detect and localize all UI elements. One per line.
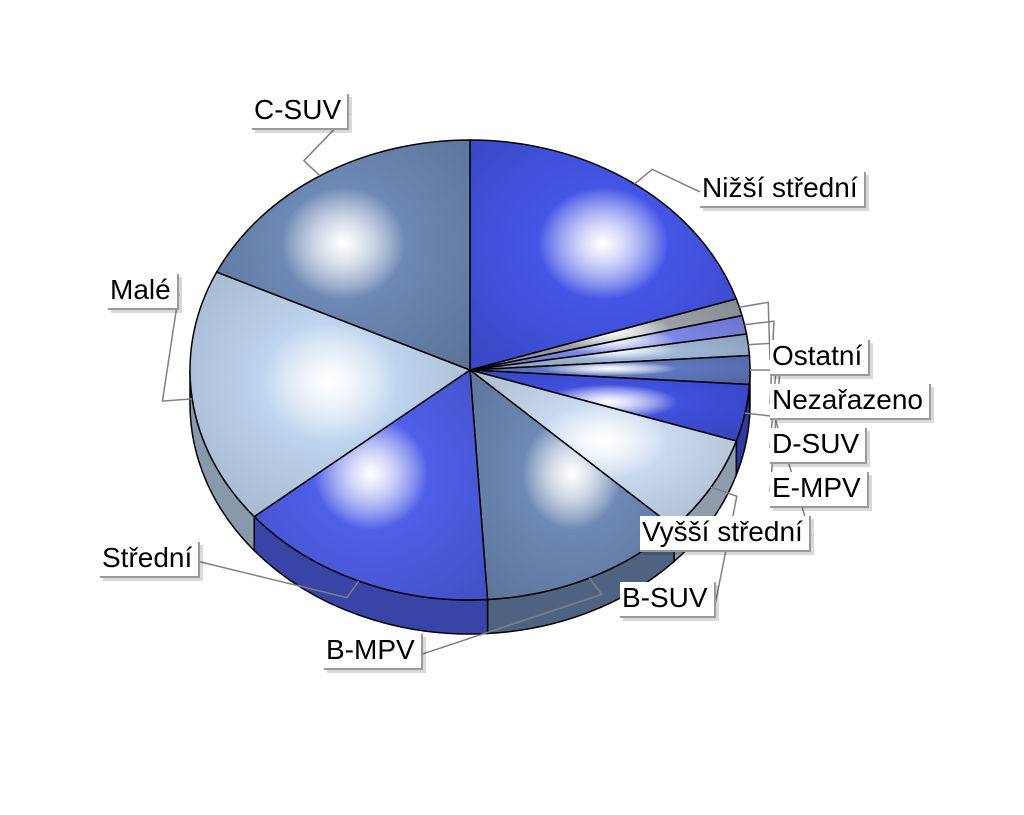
slice-label: E-MPV <box>770 472 869 508</box>
slice-label: B-SUV <box>620 582 716 618</box>
slice-label: Střední <box>100 542 200 578</box>
pie-chart: Nižší střední Ostatní Nezařazeno D-SUV E-MPV… <box>0 0 1024 815</box>
leader-line <box>635 169 700 192</box>
slice-label: B-MPV <box>324 634 423 670</box>
slice-label: Malé <box>108 274 179 310</box>
slice-label: Nezařazeno <box>770 384 931 420</box>
slice-label: Nižší střední <box>700 172 866 208</box>
slice-label: C-SUV <box>252 94 349 130</box>
slice-label: D-SUV <box>770 428 867 464</box>
slice-label: Vyšší střední <box>640 516 811 552</box>
slice-label: Ostatní <box>770 340 870 376</box>
